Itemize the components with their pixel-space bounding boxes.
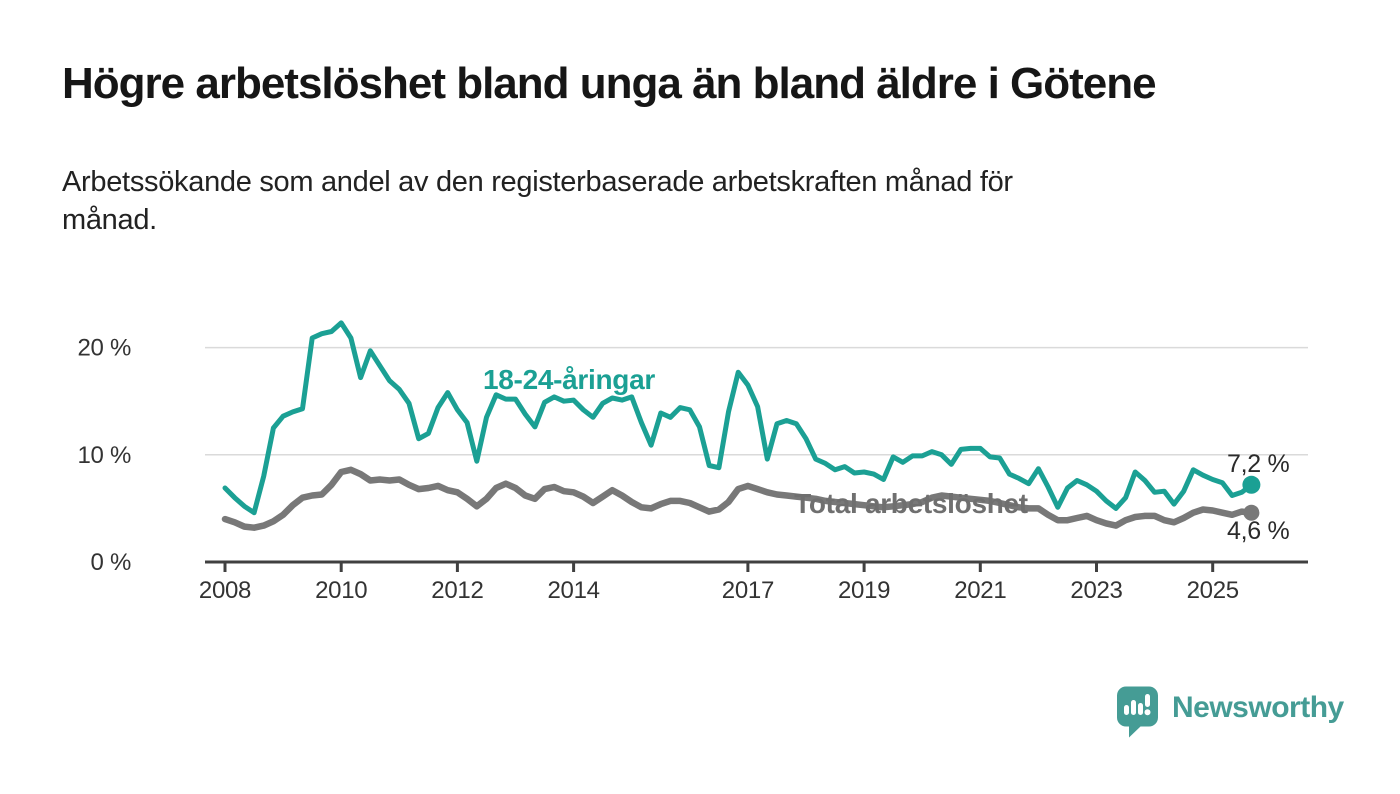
x-axis-label: 2010	[315, 577, 367, 604]
series-lines	[221, 320, 1255, 531]
y-axis-label: 10 %	[77, 442, 131, 469]
chart-subtitle: Arbetssökande som andel av den registerb…	[62, 163, 1302, 239]
y-axis-labels: 0 % 10 % 20 %	[77, 335, 131, 576]
newsworthy-speech-bubble-bar-chart-icon	[1117, 686, 1158, 738]
x-axis-label: 2008	[199, 577, 251, 604]
x-axis-ticks	[223, 562, 1215, 572]
youth-series-line	[222, 320, 1254, 516]
x-axis-label: 2023	[1070, 577, 1122, 604]
y-axis-label: 20 %	[77, 335, 131, 362]
series-end-dots	[1242, 475, 1261, 521]
x-axis-label: 2014	[547, 577, 599, 604]
youth-series-label: 18-24-åringar	[483, 364, 655, 395]
x-axis-label: 2017	[722, 577, 774, 604]
brand-name: Newsworthy	[1172, 691, 1344, 724]
x-axis-label: 2025	[1187, 577, 1239, 604]
subtitle-line-2: månad.	[62, 204, 157, 236]
total-end-value-label: 4,6 %	[1227, 517, 1289, 545]
newsworthy-logo: Newsworthy	[1116, 686, 1344, 738]
x-axis-label: 2012	[431, 577, 483, 604]
gridlines	[205, 346, 1308, 456]
x-axis-labels: 2008 2010 2012 2014 2017 2019 2021 2023 2025	[199, 577, 1239, 604]
x-axis-label: 2021	[954, 577, 1006, 604]
y-axis-label: 0 %	[91, 549, 131, 576]
page-title: Högre arbetslöshet bland unga än bland ä…	[62, 59, 1157, 108]
subtitle-line-1: Arbetssökande som andel av den registerb…	[62, 166, 1013, 198]
total-series-label: Total arbetslöshet	[794, 488, 1028, 519]
total-end-dot	[1243, 504, 1260, 521]
total-series-line	[221, 466, 1255, 531]
youth-end-value-label: 7,2 %	[1227, 450, 1289, 478]
x-axis-label: 2019	[838, 577, 890, 604]
youth-end-dot	[1242, 475, 1261, 494]
